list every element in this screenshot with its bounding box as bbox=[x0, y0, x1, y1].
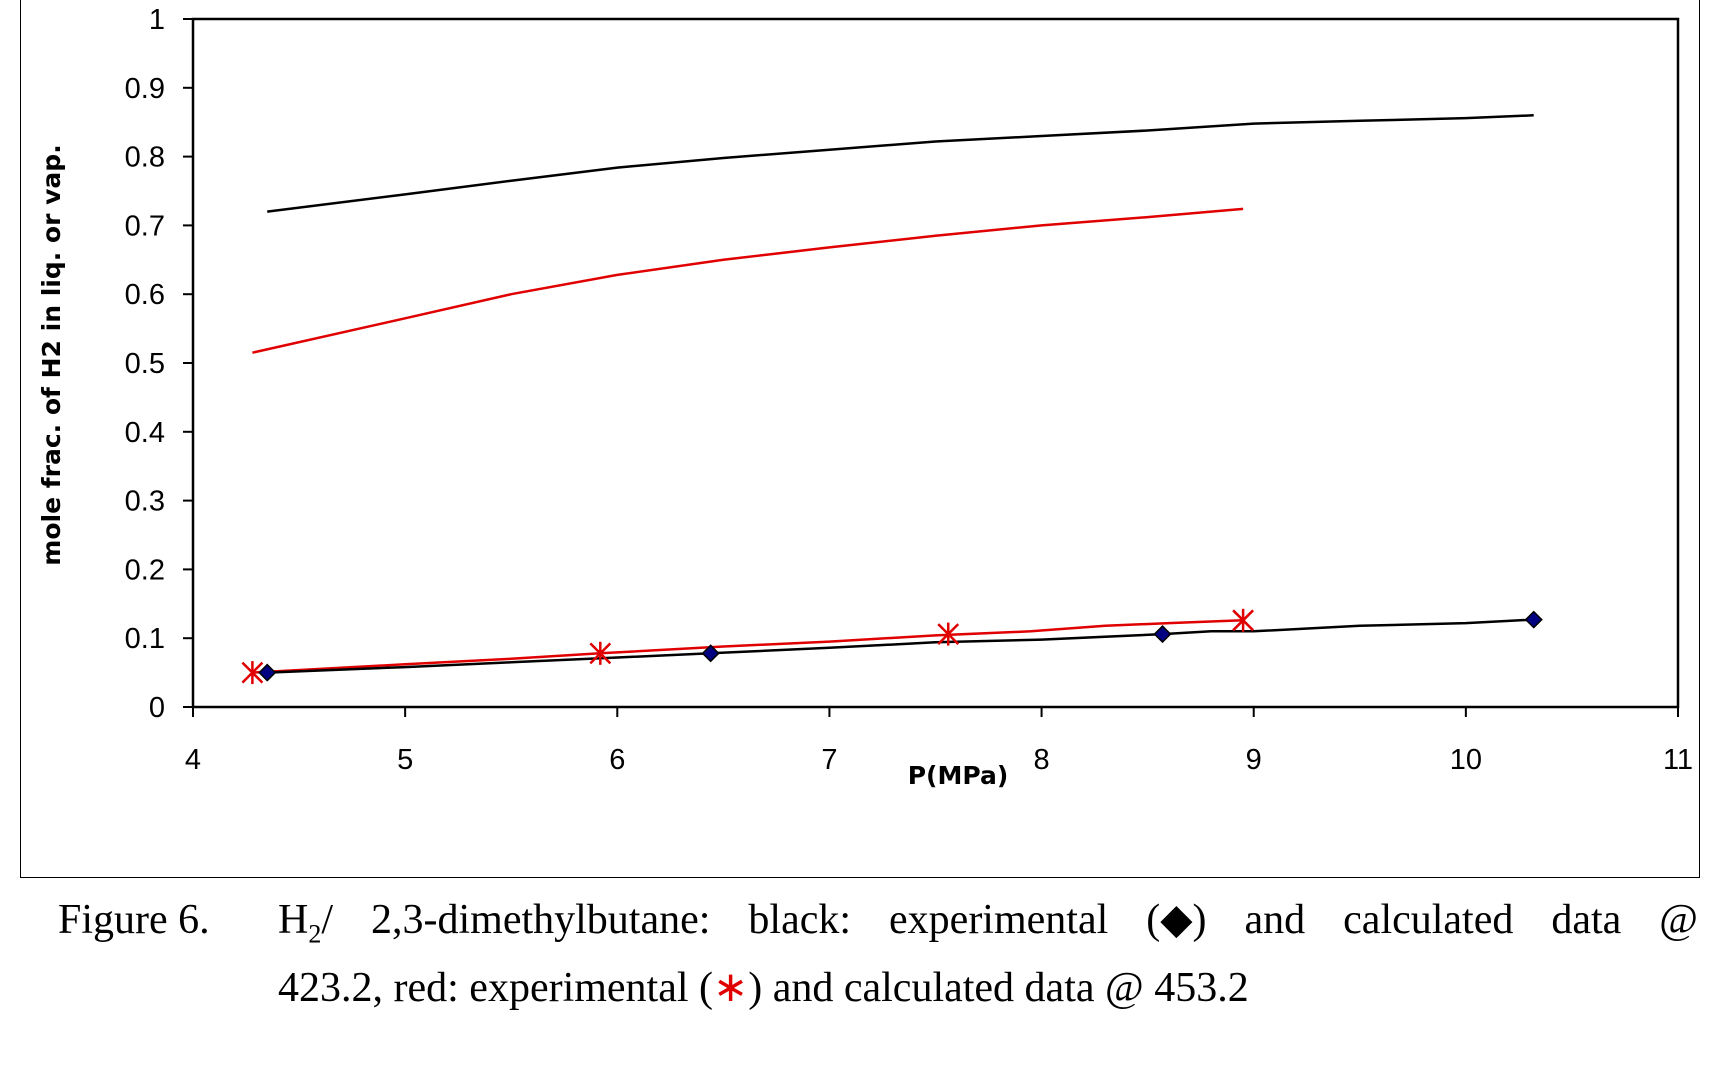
series-calc-liquid-453.2 bbox=[252, 619, 1244, 674]
axis-ticks: 0 0.1 0.2 0.3 0.4 0.5 0.6 0.7 0.8 0.9 1 4 5 6 7 8 9 10 11 bbox=[125, 4, 1693, 776]
series-exp-liquid-423.2 bbox=[258, 610, 1543, 682]
series-line bbox=[267, 114, 1534, 213]
y-tick-label: 0.9 bbox=[125, 73, 165, 105]
caption-word: @ bbox=[1659, 897, 1698, 943]
y-tick-label: 0.1 bbox=[125, 623, 165, 655]
caption-word: 2,3-dimethylbutane: bbox=[371, 897, 711, 943]
y-tick-label: 0.3 bbox=[125, 486, 165, 518]
caption-formula-subscript: 2 bbox=[308, 919, 322, 949]
figure-caption: Figure 6. H2/2,3-dimethylbutane: black: ex… bbox=[58, 893, 1698, 1015]
caption-word: data bbox=[1551, 897, 1622, 943]
caption-word: (◆) bbox=[1146, 897, 1207, 943]
series-calc-vapor-453.2 bbox=[252, 207, 1244, 354]
x-tick-label: 9 bbox=[1246, 744, 1262, 776]
y-tick-label: 1 bbox=[149, 4, 165, 36]
asterisk-marker bbox=[1232, 608, 1254, 632]
asterisk-marker bbox=[937, 622, 960, 646]
asterisk-marker bbox=[589, 641, 612, 665]
caption-line-1: Figure 6. H2/2,3-dimethylbutane: black: ex… bbox=[58, 893, 1698, 961]
caption-label: Figure 6. bbox=[58, 897, 210, 943]
series-line bbox=[252, 619, 1244, 674]
asterisk-marker-symbol: ∗ bbox=[713, 965, 749, 1012]
y-tick-label: 0.4 bbox=[125, 417, 165, 449]
x-tick-label: 7 bbox=[821, 744, 837, 776]
series-line bbox=[252, 207, 1244, 354]
y-tick-label: 0.7 bbox=[125, 210, 165, 242]
chart: 00.10.20.30.40.50.60.70.80.914 5 6 7 8 9 10 11 … bbox=[37, 4, 1693, 790]
y-tick-label: 0.8 bbox=[125, 142, 165, 174]
x-tick-label: 5 bbox=[397, 744, 413, 776]
series-exp-liquid-453.2 bbox=[241, 608, 1254, 685]
y-tick-label: 0.2 bbox=[125, 554, 165, 586]
x-tick-label: 4 bbox=[185, 744, 201, 776]
caption-formula-h: H bbox=[278, 897, 309, 943]
diamond-marker bbox=[1524, 610, 1543, 629]
caption-word: / bbox=[321, 897, 334, 943]
diamond-marker bbox=[258, 663, 277, 682]
y-tick-label: 0.5 bbox=[125, 348, 165, 380]
series-line bbox=[267, 618, 1534, 674]
y-axis-title: mole frac. of H2 in liq. or vap. bbox=[37, 144, 66, 565]
caption-line-2: 423.2, red: experimental (∗) and calcula… bbox=[58, 961, 1698, 1015]
y-tick-label: 0.6 bbox=[125, 279, 165, 311]
caption-line2-part1: 423.2, red: experimental ( bbox=[278, 965, 714, 1012]
x-tick-label: 6 bbox=[609, 744, 625, 776]
caption-formula: H2/ bbox=[278, 893, 333, 961]
diamond-marker bbox=[701, 644, 720, 663]
caption-word: black: bbox=[748, 897, 852, 943]
asterisk-marker bbox=[241, 661, 264, 685]
series-layer bbox=[241, 114, 1543, 685]
diamond-marker bbox=[1153, 625, 1172, 644]
series-calc-vapor-423.2 bbox=[267, 114, 1534, 213]
x-tick-label: 8 bbox=[1034, 744, 1050, 776]
x-tick-label: 11 bbox=[1663, 744, 1693, 776]
caption-text-line-1: H2/2,3-dimethylbutane: black: experimental… bbox=[278, 893, 1698, 961]
x-tick-label: 10 bbox=[1450, 744, 1482, 776]
x-axis-title: P(MPa) bbox=[908, 761, 1009, 790]
caption-word: and bbox=[1244, 897, 1306, 943]
y-tick-label: 0 bbox=[149, 692, 165, 724]
caption-word: experimental bbox=[889, 897, 1109, 943]
series-calc-liquid-423.2 bbox=[267, 618, 1534, 674]
caption-word: calculated bbox=[1343, 897, 1514, 943]
caption-line2-part2: ) and calculated data @ 453.2 bbox=[748, 965, 1249, 1012]
plot-area bbox=[191, 17, 1680, 709]
